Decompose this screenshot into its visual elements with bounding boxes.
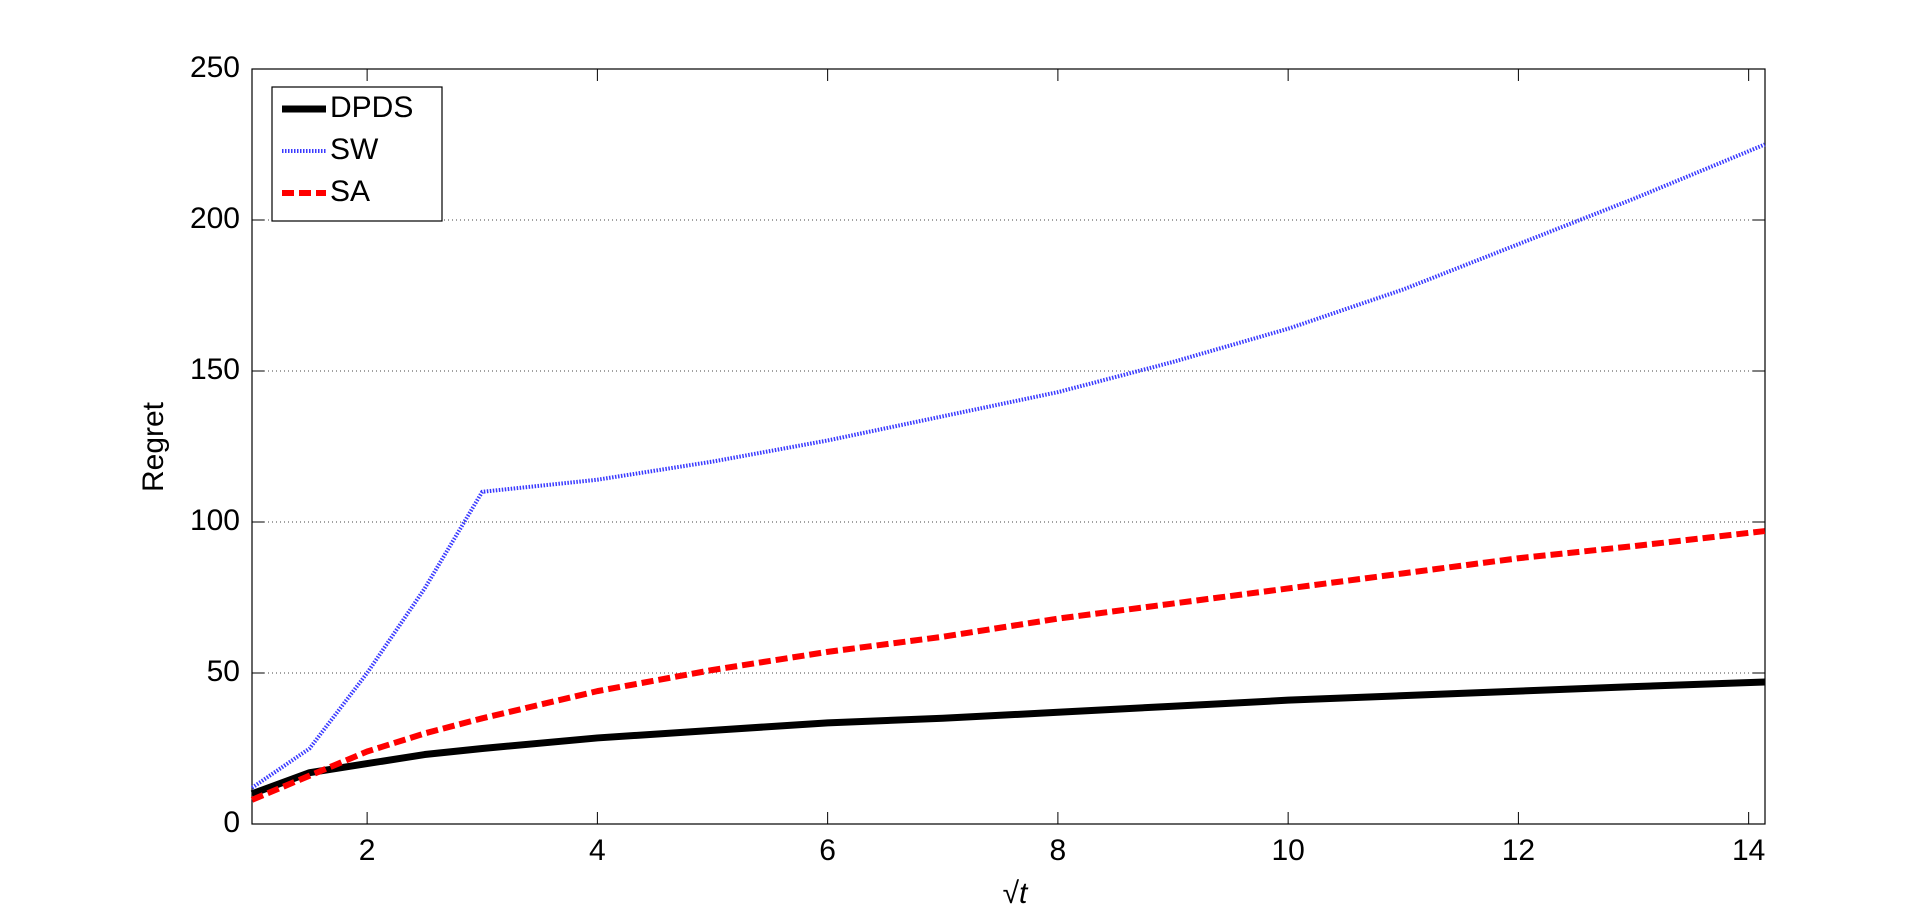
x-tick-label: 8: [1050, 834, 1067, 867]
y-axis-label: Regret: [137, 401, 170, 492]
y-tick-label: 50: [207, 655, 240, 688]
x-tick-label: 6: [819, 834, 836, 867]
y-tick-label: 150: [190, 353, 240, 386]
series-line: [250, 528, 1766, 803]
y-tick-label: 250: [190, 51, 240, 84]
y-tick-label: 0: [223, 806, 240, 839]
x-tick-label: 2: [359, 834, 376, 867]
y-tick-label: 100: [190, 504, 240, 537]
x-tick-label: 4: [589, 834, 606, 867]
x-tick-label: 14: [1732, 834, 1765, 867]
legend-label: SW: [330, 133, 379, 166]
series-line: [250, 142, 1766, 790]
series-line: [250, 678, 1765, 798]
legend-label: SA: [330, 175, 370, 208]
y-tick-label: 200: [190, 202, 240, 235]
x-tick-label: 10: [1271, 834, 1304, 867]
legend-label: DPDS: [330, 91, 413, 124]
x-axis-label: √t: [1003, 877, 1029, 910]
plot-frame: [251, 68, 1766, 825]
x-tick-label: 12: [1502, 834, 1535, 867]
